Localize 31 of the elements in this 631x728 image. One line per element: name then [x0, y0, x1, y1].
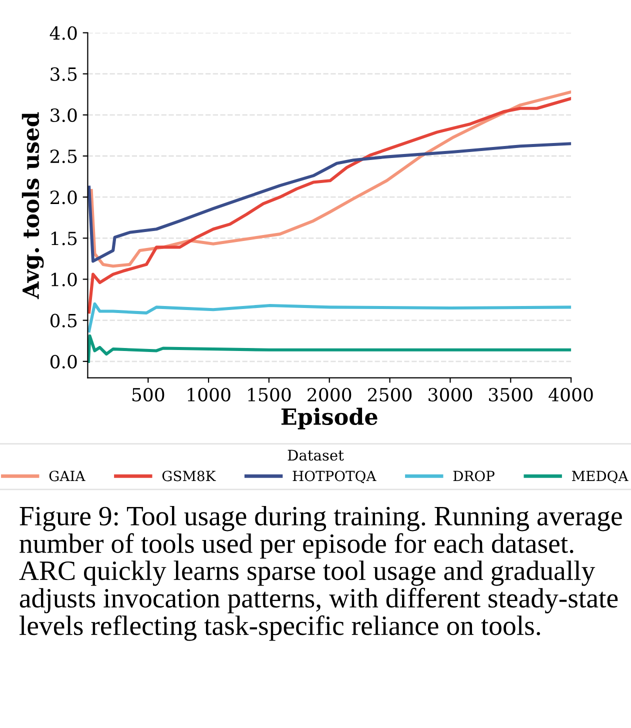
legend-label: GSM8K — [162, 470, 216, 482]
line-series — [88, 96, 572, 314]
legend-title: Dataset — [288, 450, 344, 461]
y-tick-label: 0.5 — [50, 314, 77, 328]
legend-label: MEDQA — [572, 470, 628, 484]
x-tick-label: 4000 — [548, 388, 593, 402]
legend-label: GAIA — [49, 470, 86, 482]
y-tick-label: 1.0 — [51, 272, 77, 286]
line-series — [88, 334, 572, 363]
x-tick-label: 3500 — [489, 388, 532, 402]
y-tick-label: 0.0 — [50, 354, 77, 369]
x-tick-label: 3000 — [428, 388, 472, 402]
x-axis-title: Episode — [281, 408, 378, 430]
x-tick-label: 2000 — [308, 388, 352, 402]
y-axis-title: Avg. tools used — [22, 112, 44, 300]
y-tick-label: 3.5 — [50, 67, 77, 81]
legend-label: DROP — [453, 470, 494, 482]
line-series — [90, 90, 572, 268]
y-tick-label: 4.0 — [50, 26, 77, 40]
line-series — [88, 142, 572, 263]
x-tick-label: 2500 — [368, 388, 412, 402]
x-tick-label: 1500 — [248, 388, 291, 402]
y-tick-label: 2.0 — [50, 190, 77, 204]
x-tick-label: 1000 — [188, 388, 230, 402]
y-tick-label: 2.5 — [50, 149, 77, 164]
line-series — [88, 302, 572, 333]
caption: Figure 9: Tool usage during training. Running average number of tools used per episode for each dataset. ARC quickly learns sparse tool usage and gradually adjusts invocation patterns, with different steady-state levels reflecting task-specific reliance on tools. — [19, 506, 622, 641]
legend-label: HOTPOTQA — [292, 470, 376, 484]
x-tick-label: 500 — [132, 388, 164, 402]
y-tick-label: 3.0 — [50, 108, 77, 122]
y-tick-label: 1.5 — [51, 232, 77, 246]
